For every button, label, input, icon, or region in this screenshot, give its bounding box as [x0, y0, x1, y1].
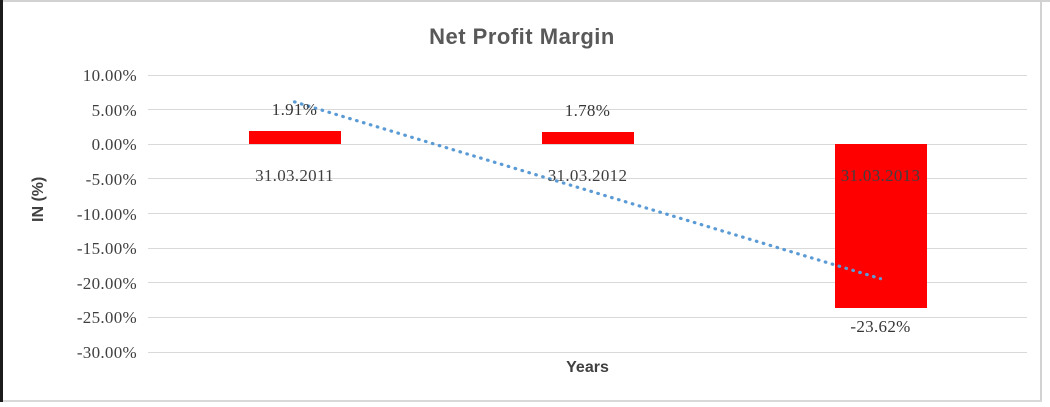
bar	[248, 131, 341, 145]
y-tick-label: 10.00%	[82, 66, 137, 85]
y-tick-label: -10.00%	[76, 204, 137, 224]
bar	[541, 131, 634, 145]
frame-top-border	[0, 0, 1050, 2]
frame-left-border	[0, 0, 3, 402]
y-tick-label: 0.00%	[91, 135, 137, 155]
gridline	[148, 282, 1027, 284]
frame-right-border	[1040, 0, 1042, 401]
chart-title: Net Profit Margin	[429, 24, 615, 49]
bar-data-label: -23.62%	[850, 316, 911, 336]
category-label: 31.03.2011	[255, 166, 334, 185]
category-label: 31.03.2012	[547, 166, 628, 185]
y-tick-label: -5.00%	[85, 169, 137, 189]
category-label: 31.03.2013	[840, 166, 921, 185]
y-tick-label: -15.00%	[76, 239, 137, 259]
frame-bottom-border	[0, 400, 1042, 402]
gridline	[148, 351, 1027, 353]
y-axis-title: IN (%)	[30, 176, 47, 222]
bar-data-label: 1.91%	[271, 100, 318, 120]
y-tick-label: -30.00%	[76, 343, 137, 362]
x-axis-title: Years	[566, 359, 609, 376]
y-tick-label: -25.00%	[76, 308, 137, 328]
bar-data-label: 1.78%	[564, 100, 611, 120]
y-tick-label: -20.00%	[76, 273, 137, 293]
gridline	[148, 74, 1027, 76]
trendline-dotted-line	[292, 100, 883, 281]
gridline	[148, 316, 1027, 318]
y-tick-label: 5.00%	[91, 100, 137, 120]
